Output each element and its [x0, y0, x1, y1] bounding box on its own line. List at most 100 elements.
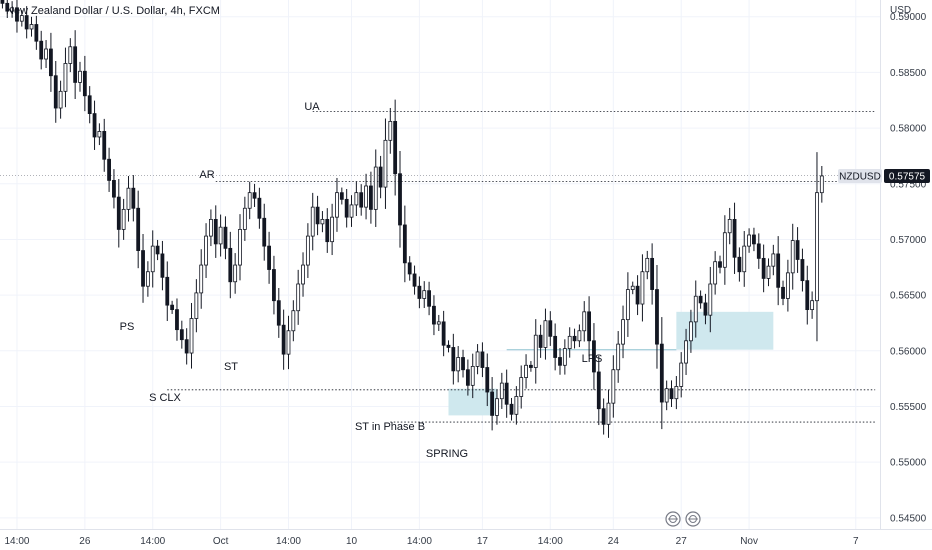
candle[interactable] — [470, 353, 475, 399]
candle[interactable] — [693, 280, 698, 338]
candle[interactable] — [272, 255, 276, 315]
candle[interactable] — [393, 99, 398, 196]
candle[interactable] — [616, 331, 621, 383]
candle[interactable] — [572, 328, 577, 349]
candle[interactable] — [349, 195, 354, 227]
candle[interactable] — [281, 309, 286, 370]
candle[interactable] — [369, 171, 373, 224]
candle[interactable] — [514, 386, 519, 425]
candle[interactable] — [136, 190, 141, 269]
candle[interactable] — [29, 16, 34, 37]
candle[interactable] — [509, 397, 514, 421]
candle[interactable] — [465, 359, 470, 396]
price-axis[interactable]: 0.54500 0.55000 0.55500 0.56000 0.56500 0.570… — [890, 12, 927, 524]
candle[interactable] — [102, 118, 107, 172]
candle[interactable] — [305, 223, 310, 278]
candle[interactable] — [495, 389, 499, 425]
candle[interactable] — [126, 176, 131, 222]
candle[interactable] — [713, 251, 718, 295]
candle[interactable] — [257, 187, 262, 229]
candle[interactable] — [815, 152, 819, 342]
settings-icon[interactable] — [685, 511, 701, 527]
candle[interactable] — [247, 181, 252, 220]
candle[interactable] — [747, 228, 751, 253]
candle[interactable] — [383, 118, 388, 209]
candle[interactable] — [199, 249, 204, 309]
time-axis[interactable]: 14:00 26 14:00 Oct 14:00 10 14:00 17 14:00 24 27 No… — [4, 536, 859, 547]
candle[interactable] — [436, 314, 441, 331]
candle[interactable] — [490, 377, 495, 431]
candle[interactable] — [34, 15, 39, 50]
candle[interactable] — [325, 208, 330, 253]
candle[interactable] — [310, 192, 315, 251]
candle[interactable] — [785, 259, 790, 312]
candle[interactable] — [223, 216, 228, 260]
candle[interactable] — [558, 347, 562, 375]
candle[interactable] — [233, 253, 238, 294]
candle[interactable] — [485, 353, 490, 407]
candle[interactable] — [640, 254, 645, 322]
candle[interactable] — [475, 344, 480, 375]
candle[interactable] — [689, 309, 693, 353]
candle[interactable] — [78, 61, 82, 92]
candle[interactable] — [412, 265, 417, 295]
candle[interactable] — [606, 389, 611, 438]
candle[interactable] — [92, 100, 97, 150]
candle[interactable] — [766, 258, 771, 287]
candle[interactable] — [344, 188, 349, 228]
candle[interactable] — [587, 296, 591, 357]
candle[interactable] — [189, 302, 194, 369]
candle[interactable] — [262, 203, 267, 261]
candle[interactable] — [446, 340, 451, 353]
candle[interactable] — [49, 32, 53, 92]
candle[interactable] — [68, 38, 73, 73]
candle[interactable] — [533, 319, 538, 384]
candle[interactable] — [82, 55, 87, 112]
candle[interactable] — [504, 369, 509, 418]
candle[interactable] — [179, 320, 184, 349]
candle[interactable] — [330, 203, 335, 256]
candle[interactable] — [480, 342, 485, 378]
candle[interactable] — [456, 346, 461, 383]
candle[interactable] — [562, 339, 567, 375]
candle[interactable] — [417, 276, 422, 309]
candle[interactable] — [378, 155, 383, 199]
candle[interactable] — [213, 205, 218, 258]
candle[interactable] — [805, 265, 810, 325]
candles[interactable] — [0, 0, 824, 438]
settings-icon[interactable] — [665, 511, 681, 527]
candle[interactable] — [116, 179, 121, 248]
candle[interactable] — [296, 269, 301, 325]
candle[interactable] — [354, 181, 359, 216]
candle[interactable] — [621, 305, 625, 359]
candle[interactable] — [756, 233, 761, 269]
candle[interactable] — [698, 290, 703, 309]
candle[interactable] — [359, 184, 364, 216]
candle[interactable] — [398, 151, 402, 248]
candle[interactable] — [737, 247, 742, 282]
candle[interactable] — [708, 266, 713, 333]
candle[interactable] — [810, 291, 815, 319]
candle[interactable] — [451, 333, 456, 385]
candle[interactable] — [790, 223, 795, 290]
candle[interactable] — [218, 214, 223, 257]
candle[interactable] — [718, 255, 722, 274]
candle[interactable] — [795, 227, 800, 273]
candle[interactable] — [5, 0, 10, 18]
candle[interactable] — [320, 211, 325, 233]
candle[interactable] — [625, 272, 630, 337]
candle[interactable] — [155, 239, 160, 261]
candle[interactable] — [228, 231, 233, 299]
candle[interactable] — [524, 354, 528, 389]
candle[interactable] — [422, 281, 427, 308]
candle[interactable] — [655, 265, 659, 369]
candle[interactable] — [567, 327, 572, 358]
candle[interactable] — [24, 6, 29, 39]
candle[interactable] — [645, 250, 650, 280]
candle[interactable] — [150, 230, 155, 288]
candle[interactable] — [160, 240, 165, 291]
candle[interactable] — [800, 248, 805, 292]
candle[interactable] — [145, 261, 150, 297]
candle[interactable] — [659, 317, 664, 430]
candle[interactable] — [267, 231, 271, 284]
